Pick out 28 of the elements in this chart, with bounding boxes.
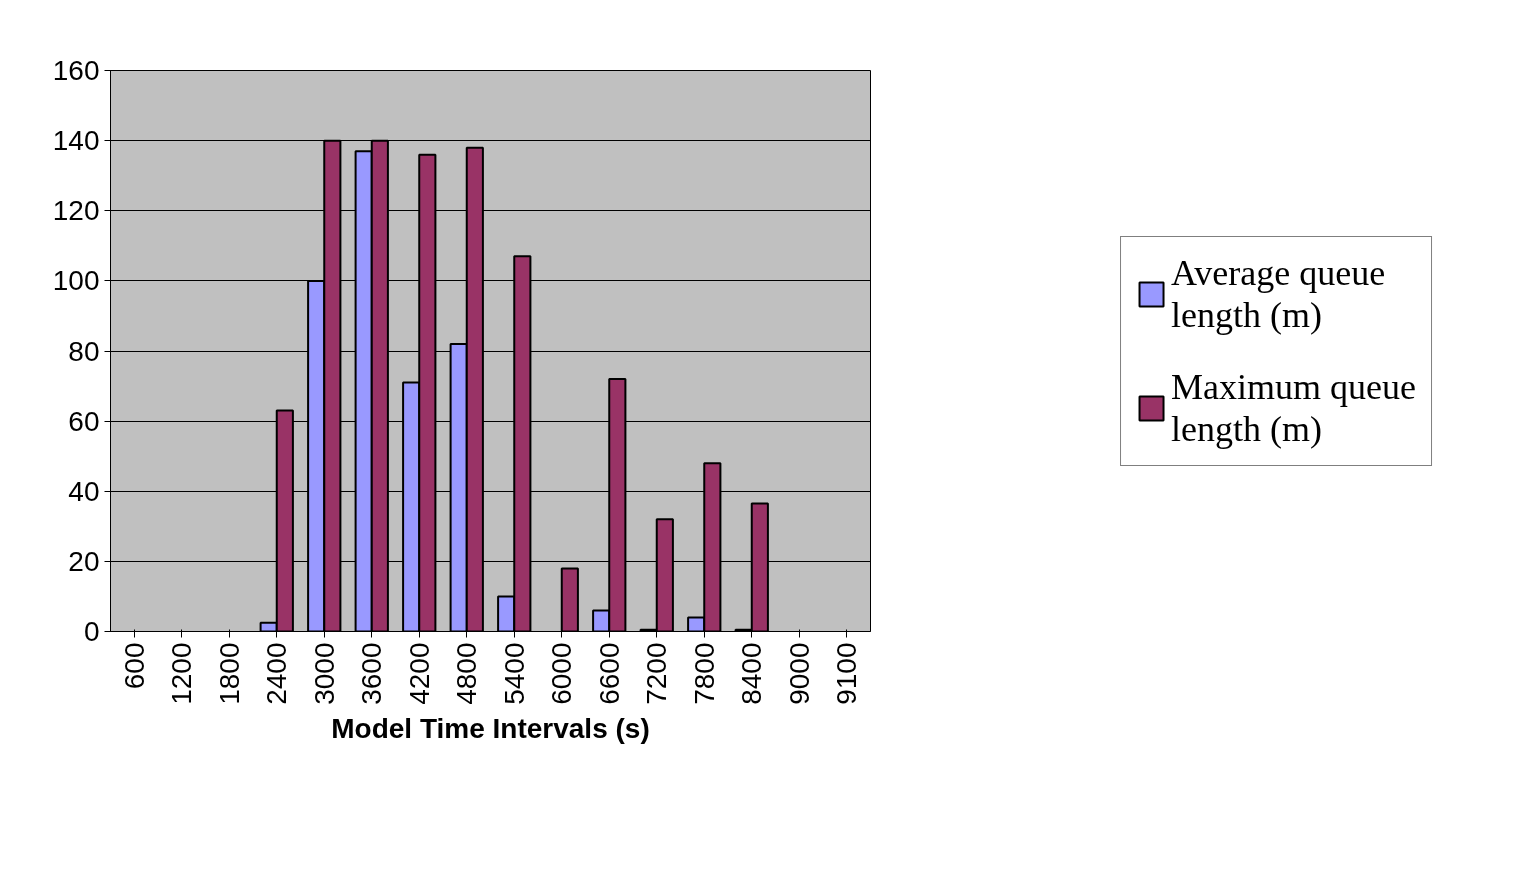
x-tick-label: 9100 — [831, 642, 863, 705]
x-tick-label: 6000 — [546, 642, 578, 705]
x-tick-label: 6600 — [593, 642, 625, 705]
x-tick-label: 3000 — [308, 642, 340, 705]
x-tick-label: 1800 — [213, 642, 245, 705]
x-tick-label: 3600 — [356, 642, 388, 705]
x-tick-label: 4800 — [451, 642, 483, 705]
x-tick-label: 2400 — [261, 642, 293, 705]
x-tick-label: 5400 — [498, 642, 530, 705]
x-tick-label: 600 — [118, 642, 150, 690]
legend-label: Maximum queue length (m) — [1171, 365, 1416, 450]
x-tick-label: 7800 — [688, 642, 720, 705]
y-tick-label: 20 — [68, 545, 100, 577]
x-tick-label: 4200 — [403, 642, 435, 705]
y-tick-label: 40 — [68, 475, 100, 507]
x-tick-label: 7200 — [641, 642, 673, 705]
y-tick-label: 120 — [52, 195, 100, 227]
y-tick-label: 60 — [68, 405, 100, 437]
y-tick-label: 140 — [52, 125, 100, 157]
y-tick-label: 100 — [52, 265, 100, 297]
y-tick-label: 80 — [68, 335, 100, 367]
x-tick-label: 1200 — [166, 642, 198, 705]
x-axis-title: Model Time Intervals (s) — [331, 712, 650, 744]
x-tick-label: 9000 — [783, 642, 815, 705]
y-tick-label: 0 — [83, 616, 100, 647]
x-tick-label: 8400 — [736, 642, 768, 705]
legend-label: Average queue length (m) — [1171, 251, 1386, 336]
y-tick-label: 160 — [52, 55, 100, 86]
